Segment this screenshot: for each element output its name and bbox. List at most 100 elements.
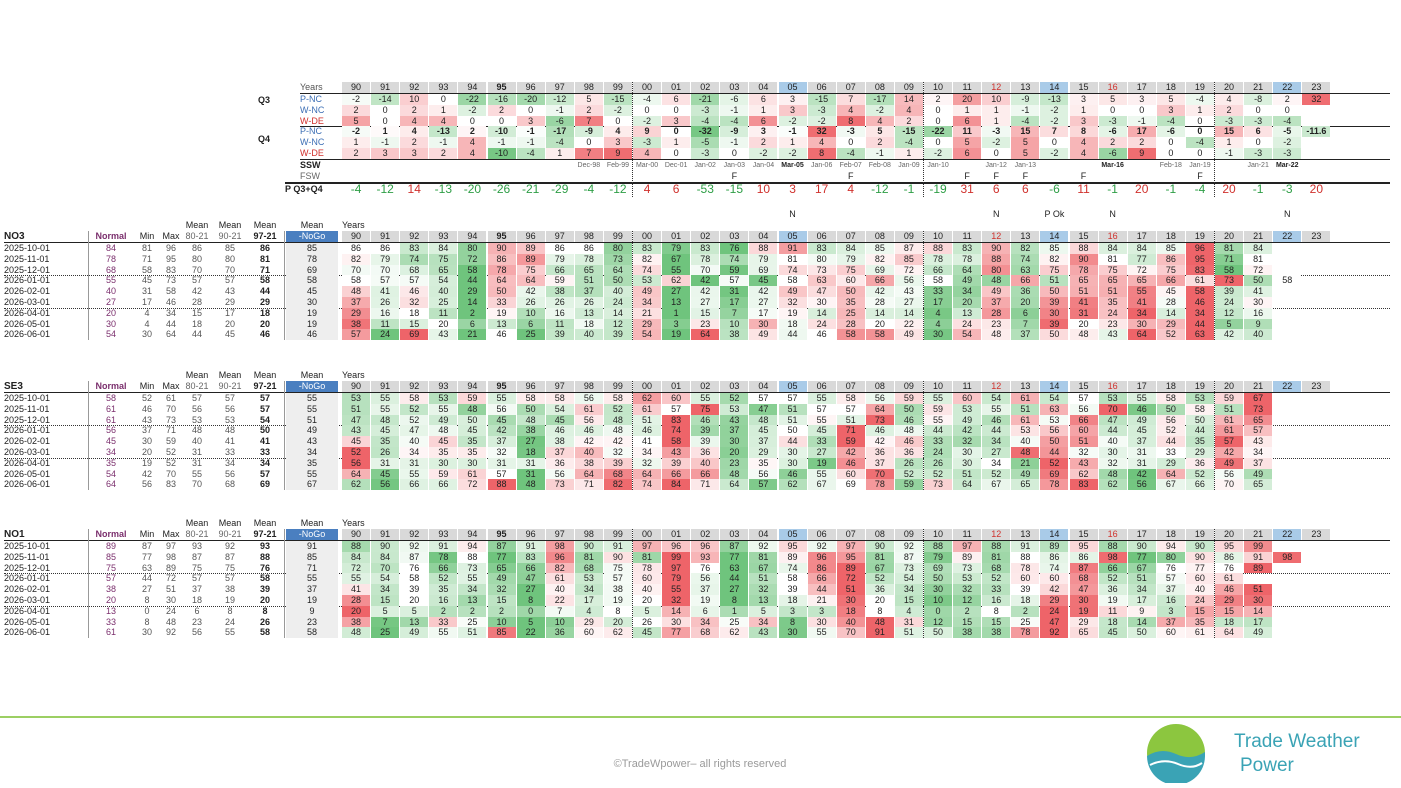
data-cell: 86 bbox=[1215, 551, 1244, 563]
top-cell: -1 bbox=[487, 137, 516, 148]
data-cell: 25 bbox=[429, 297, 458, 308]
data-cell bbox=[1273, 584, 1301, 595]
data-cell: 65 bbox=[429, 264, 458, 276]
data-cell: 22 bbox=[545, 595, 574, 606]
year-header-23: 23 bbox=[1302, 82, 1331, 93]
pq-value: -4 bbox=[350, 183, 362, 197]
data-cell: 64 bbox=[1127, 329, 1156, 341]
data-cell: 7 bbox=[371, 616, 400, 628]
data-cell: 1 bbox=[662, 307, 691, 319]
data-cell: 40 bbox=[429, 286, 458, 297]
fsw-flag bbox=[749, 171, 777, 182]
top-cell bbox=[1302, 116, 1330, 127]
row-date: 2025-12-01 bbox=[4, 562, 51, 573]
top-cell: 3 bbox=[749, 126, 778, 138]
data-cell: 8 bbox=[778, 616, 807, 628]
data-cell: 26 bbox=[516, 297, 545, 308]
row-mean-97-21: 20 bbox=[259, 595, 270, 605]
data-cell: 8 bbox=[516, 595, 545, 606]
data-cell: 53 bbox=[1040, 414, 1069, 426]
row-mean-97-21: 58 bbox=[259, 627, 270, 638]
data-cell: 98 bbox=[545, 541, 574, 552]
data-cell: 56 bbox=[487, 403, 516, 415]
data-cell: 96 bbox=[691, 541, 720, 552]
data-cell: 57 bbox=[1069, 393, 1098, 404]
mean-label: Mean bbox=[253, 370, 277, 380]
data-cell bbox=[1302, 404, 1330, 415]
top-cell: 0 bbox=[1051, 137, 1057, 148]
data-cell: 88 bbox=[924, 243, 953, 254]
section-note: N bbox=[789, 209, 796, 219]
data-cell: 61 bbox=[633, 403, 662, 415]
row-mean-97-21: 46 bbox=[259, 329, 270, 340]
data-cell: 50 bbox=[924, 573, 953, 585]
top-cell: -1 bbox=[778, 126, 807, 138]
data-cell: 92 bbox=[1040, 627, 1069, 639]
row-mean-90-21: 17 bbox=[224, 307, 235, 318]
data-cell: 69 bbox=[924, 562, 953, 574]
row-mean-97-21: 57 bbox=[259, 393, 270, 403]
data-cell: 15 bbox=[982, 616, 1011, 628]
row-mean-80-21: 6 bbox=[194, 605, 200, 616]
top-cell: -2 bbox=[778, 148, 807, 159]
row-min: 17 bbox=[141, 297, 152, 307]
top-cell: 0 bbox=[673, 148, 679, 158]
data-cell: 68 bbox=[603, 468, 632, 480]
data-cell bbox=[1273, 415, 1301, 426]
data-cell: 62 bbox=[720, 627, 749, 639]
top-cell: 3 bbox=[1127, 94, 1156, 105]
data-cell: 36 bbox=[545, 457, 574, 469]
col-mean-90-21: 90-21 bbox=[218, 381, 242, 391]
data-cell: 86 bbox=[807, 562, 836, 574]
row-normal: 85 bbox=[105, 551, 116, 562]
data-cell: 46 bbox=[982, 414, 1011, 426]
top-cell: -2 bbox=[749, 148, 778, 159]
data-cell: 54 bbox=[371, 573, 400, 585]
year-header-22: 22 bbox=[1273, 231, 1302, 242]
data-cell: 38 bbox=[342, 318, 371, 330]
data-cell: 42 bbox=[1215, 447, 1244, 458]
section-title-no1: NO1 bbox=[4, 529, 25, 540]
row-nogo: 91 bbox=[286, 541, 338, 552]
data-cell: 78 bbox=[429, 551, 458, 563]
data-cell: 66 bbox=[807, 573, 836, 585]
year-header-92: 92 bbox=[400, 529, 429, 540]
data-cell: 70 bbox=[1098, 403, 1127, 415]
data-cell: 55 bbox=[429, 627, 458, 639]
row-min: 4 bbox=[144, 307, 150, 318]
data-cell: 91 bbox=[778, 243, 807, 254]
data-cell: 49 bbox=[400, 627, 429, 639]
data-cell: 34 bbox=[1244, 447, 1273, 458]
top-cell: 0 bbox=[1255, 104, 1261, 115]
data-cell: 51 bbox=[1098, 286, 1127, 297]
data-cell: 59 bbox=[836, 436, 865, 447]
data-cell: 55 bbox=[371, 393, 400, 404]
data-cell: 13 bbox=[749, 595, 778, 606]
data-cell: 81 bbox=[574, 551, 603, 563]
data-cell bbox=[1302, 436, 1330, 447]
data-cell: 44 bbox=[778, 436, 807, 447]
section-note: P Ok bbox=[1044, 209, 1065, 219]
data-cell: 56 bbox=[545, 468, 574, 480]
data-cell: 15 bbox=[487, 595, 516, 606]
data-cell: 71 bbox=[1215, 253, 1244, 265]
data-cell: 28 bbox=[836, 318, 865, 330]
data-cell: 84 bbox=[371, 551, 400, 563]
year-header-21: 21 bbox=[1244, 82, 1273, 93]
row-mean-97-21: 57 bbox=[259, 403, 270, 414]
data-cell: 32 bbox=[1098, 457, 1127, 469]
data-cell: 12 bbox=[924, 616, 953, 628]
data-cell: 73 bbox=[1244, 403, 1273, 415]
data-cell: 43 bbox=[1098, 329, 1127, 341]
top-cell: -15 bbox=[807, 94, 836, 105]
row-date: 2026-04-01 bbox=[4, 307, 51, 318]
data-cell: 42 bbox=[865, 286, 894, 297]
top-cell: -3 bbox=[1215, 115, 1244, 127]
data-cell: 84 bbox=[836, 243, 865, 254]
data-cell: 89 bbox=[778, 551, 807, 563]
data-cell: 31 bbox=[1127, 457, 1156, 469]
data-cell: 83 bbox=[516, 551, 545, 563]
top-cell: 3 bbox=[662, 115, 691, 127]
data-cell: 51 bbox=[836, 414, 865, 426]
top-cell: 1 bbox=[429, 104, 458, 116]
